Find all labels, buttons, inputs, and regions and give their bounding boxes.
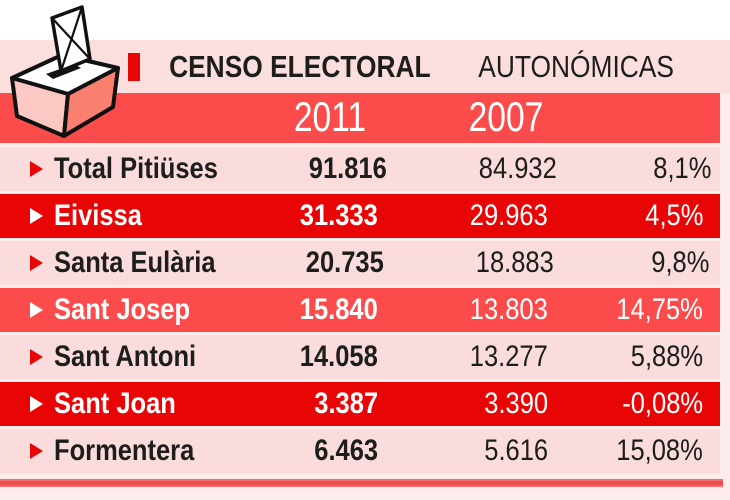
cell-2011: 31.333 (299, 199, 378, 232)
row-label: Eivissa (54, 199, 142, 232)
cell-percent: -0,08% (622, 387, 703, 420)
cell-2011: 14.058 (299, 340, 378, 373)
row-label: Sant Joan (54, 387, 176, 420)
cell-2007: 29.963 (469, 199, 548, 232)
cell-2011: 6.463 (314, 434, 378, 467)
triangle-right-icon (30, 208, 43, 224)
cell-2007: 3.390 (484, 387, 548, 420)
table-row-sant-antoni: Sant Antoni 14.058 13.277 5,88% (0, 335, 720, 379)
title-secondary: AUTONÓMICAS (478, 48, 674, 84)
row-label: Sant Antoni (54, 340, 197, 373)
triangle-right-icon (30, 349, 43, 365)
cell-percent: 14,75% (616, 293, 703, 326)
cell-2007: 13.803 (469, 293, 548, 326)
table-row-eivissa: Eivissa 31.333 29.963 4,5% (0, 194, 720, 238)
cell-percent: 9,8% (650, 246, 710, 279)
title-zone: CENSO ELECTORAL AUTONÓMICAS (0, 40, 730, 93)
page-title: CENSO ELECTORAL AUTONÓMICAS (146, 40, 691, 93)
cell-2011: 91.816 (308, 152, 387, 185)
row-label: Formentera (54, 434, 195, 467)
bottom-rule (0, 479, 723, 487)
cell-2007: 84.932 (478, 152, 557, 185)
table-row-total-pitiuses: Total Pitiüses 91.816 84.932 8,1% (0, 147, 720, 191)
triangle-right-icon (30, 255, 43, 271)
cell-2007: 5.616 (484, 434, 548, 467)
triangle-right-icon (30, 443, 43, 459)
row-label: Santa Eulària (54, 246, 216, 279)
header-year-2007: 2007 (468, 93, 544, 140)
cell-2007: 13.277 (469, 340, 548, 373)
cell-2011: 20.735 (306, 246, 385, 279)
cell-2011: 15.840 (299, 293, 378, 326)
table-row-santa-eularia: Santa Eulària 20.735 18.883 9,8% (0, 241, 720, 285)
table-row-sant-joan: Sant Joan 3.387 3.390 -0,08% (0, 382, 720, 426)
table-row-formentera: Formentera 6.463 5.616 15,08% (0, 429, 720, 473)
table-row-sant-josep: Sant Josep 15.840 13.803 14,75% (0, 288, 720, 332)
cell-percent: 5,88% (630, 340, 703, 373)
cell-2011: 3.387 (314, 387, 378, 420)
triangle-right-icon (30, 396, 43, 412)
row-label: Sant Josep (54, 293, 191, 326)
header-year-2011: 2011 (293, 93, 367, 140)
triangle-right-icon (30, 161, 43, 177)
row-label: Total Pitiüses (54, 152, 218, 185)
title-main: CENSO ELECTORAL (169, 48, 431, 84)
cell-2007: 18.883 (476, 246, 555, 279)
year-header-band: 2011 2007 (0, 93, 720, 143)
red-bar-icon (128, 53, 140, 81)
cell-percent: 8,1% (653, 152, 712, 185)
cell-percent: 15,08% (616, 434, 703, 467)
cell-percent: 4,5% (644, 199, 703, 232)
ballot-box-icon (10, 5, 120, 138)
triangle-right-icon (30, 302, 43, 318)
